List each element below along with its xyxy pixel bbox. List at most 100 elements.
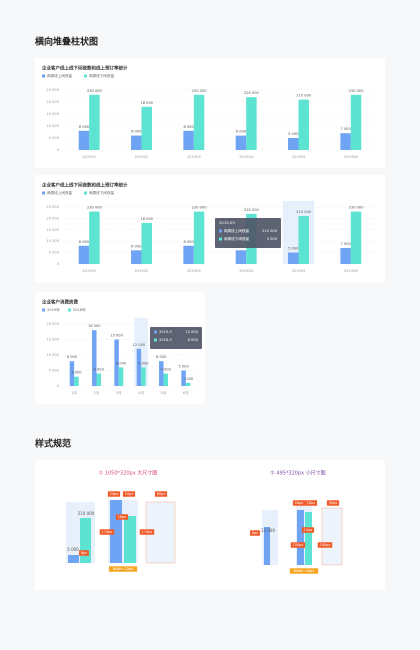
chart-card [35, 58, 385, 168]
sample-label: 5 000 [67, 547, 79, 552]
spec-badge-label: Width: 16px [294, 569, 315, 573]
x-tick-label: 201901 [82, 269, 96, 273]
value-label: 230 000 [349, 206, 365, 210]
chart-card [35, 175, 385, 282]
value-label: 210 000 [296, 210, 312, 214]
value-label: 18 000 [88, 324, 101, 328]
value-label: 18 000 [140, 217, 153, 221]
legend-swatch [84, 191, 87, 195]
bar [193, 94, 205, 150]
spec-caption: ① 1050*320px 大尺寸图 [99, 470, 158, 477]
bar [69, 361, 75, 386]
y-tick-label: 15 000 [46, 112, 59, 116]
bar [159, 361, 164, 386]
spec-badge [326, 500, 340, 506]
bar [136, 348, 142, 386]
bar [96, 373, 101, 386]
legend-label: 两周线下间夜量 [89, 73, 115, 78]
y-tick-label: 0 [57, 148, 60, 152]
chart-title: 企业客户线上线下间夜数和线上预订率统计 [42, 182, 128, 189]
spec-badge [304, 500, 318, 506]
bar [193, 211, 205, 264]
bar [89, 211, 100, 264]
value-label: 230 000 [192, 89, 208, 93]
bar [114, 339, 119, 386]
legend-swatch [84, 74, 87, 78]
x-tick-label: 201901 [82, 155, 96, 159]
bar [288, 252, 299, 264]
x-tick-label: 201904 [239, 269, 253, 273]
x-tick-label: 201902 [135, 269, 149, 273]
spec-badge-label: 16px [118, 515, 126, 519]
sample-label: 12 000 [261, 528, 275, 533]
value-label: 8 000 [183, 240, 194, 244]
value-label: 3 000 [71, 371, 82, 375]
value-label: 7 000 [340, 242, 351, 246]
legend-label: 2019年 [47, 307, 60, 312]
value-label: 6 000 [116, 361, 127, 365]
bar [89, 94, 100, 150]
bar [163, 373, 168, 386]
spec-badge [139, 529, 155, 535]
spec-badge-label: 18px [295, 501, 303, 505]
spec-badge [289, 568, 319, 574]
spec-badge-label: 24px [110, 492, 118, 496]
sample-bar [124, 516, 136, 563]
tooltip-name: 2019-5 [159, 330, 172, 334]
legend-label: 两周线下间夜量 [89, 190, 115, 195]
value-label: 4 000 [161, 368, 172, 372]
bar [74, 376, 79, 386]
sample-label: 210 000 [78, 511, 95, 516]
value-label: 8 000 [156, 355, 167, 359]
band [321, 507, 343, 566]
bar [246, 97, 257, 150]
tooltip-swatch [154, 330, 157, 334]
bar [340, 248, 351, 264]
y-tick-label: 15 000 [46, 338, 59, 342]
legend-label: 两周线上间夜量 [47, 190, 73, 195]
value-label: 8 000 [183, 125, 194, 129]
x-tick-label: 201903 [187, 269, 201, 273]
spec-badge-label: 8px [81, 551, 87, 555]
y-tick-label: 25 000 [46, 205, 59, 209]
value-label: 1 000 [183, 377, 194, 381]
bar [235, 250, 247, 264]
bar [350, 94, 362, 150]
tooltip-value: 210 000 [262, 229, 278, 233]
value-label: 12 000 [133, 343, 146, 347]
y-tick-label: 10 000 [46, 353, 59, 357]
tooltip-swatch [219, 237, 222, 241]
spec-caption: ② 495*320px 小尺寸图 [270, 470, 325, 477]
bar [235, 135, 247, 150]
y-tick-label: 20 000 [46, 216, 59, 220]
band [145, 501, 176, 564]
x-tick-label: 201906 [344, 155, 358, 159]
spec-badge [115, 514, 129, 520]
tooltip-name: 2018-5 [159, 338, 172, 342]
bar [92, 330, 97, 386]
spec-badge [122, 491, 136, 497]
value-label: 6 000 [236, 130, 247, 134]
x-tick-label: 201906 [344, 269, 358, 273]
sample-bar [264, 527, 270, 565]
value-label: 220 000 [244, 208, 260, 212]
value-label: 6 000 [131, 244, 142, 248]
bar [78, 130, 90, 150]
x-tick-label: 2月 [94, 390, 100, 395]
value-label: 220 000 [244, 91, 260, 95]
x-tick-label: 201905 [292, 155, 306, 159]
value-label: 230 000 [87, 89, 103, 93]
spec-badge-label: 174px [142, 530, 153, 534]
tooltip-value: 12 000 [185, 330, 198, 334]
spec-badge-label: 100px [293, 543, 304, 547]
tooltip-name: 两周线上间夜量 [224, 228, 250, 233]
tooltip [150, 327, 202, 349]
tooltip-value: 6 000 [188, 338, 199, 342]
x-tick-label: 201902 [135, 155, 149, 159]
spec-small: 12 000 [261, 502, 343, 566]
spec-badge [290, 542, 306, 548]
x-tick-label: 201904 [239, 155, 253, 159]
value-label: 7 000 [340, 127, 351, 131]
y-tick-label: 5 000 [49, 251, 60, 255]
